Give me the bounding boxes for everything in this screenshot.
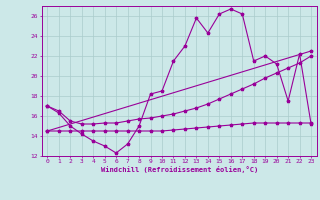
X-axis label: Windchill (Refroidissement éolien,°C): Windchill (Refroidissement éolien,°C)	[100, 166, 258, 173]
